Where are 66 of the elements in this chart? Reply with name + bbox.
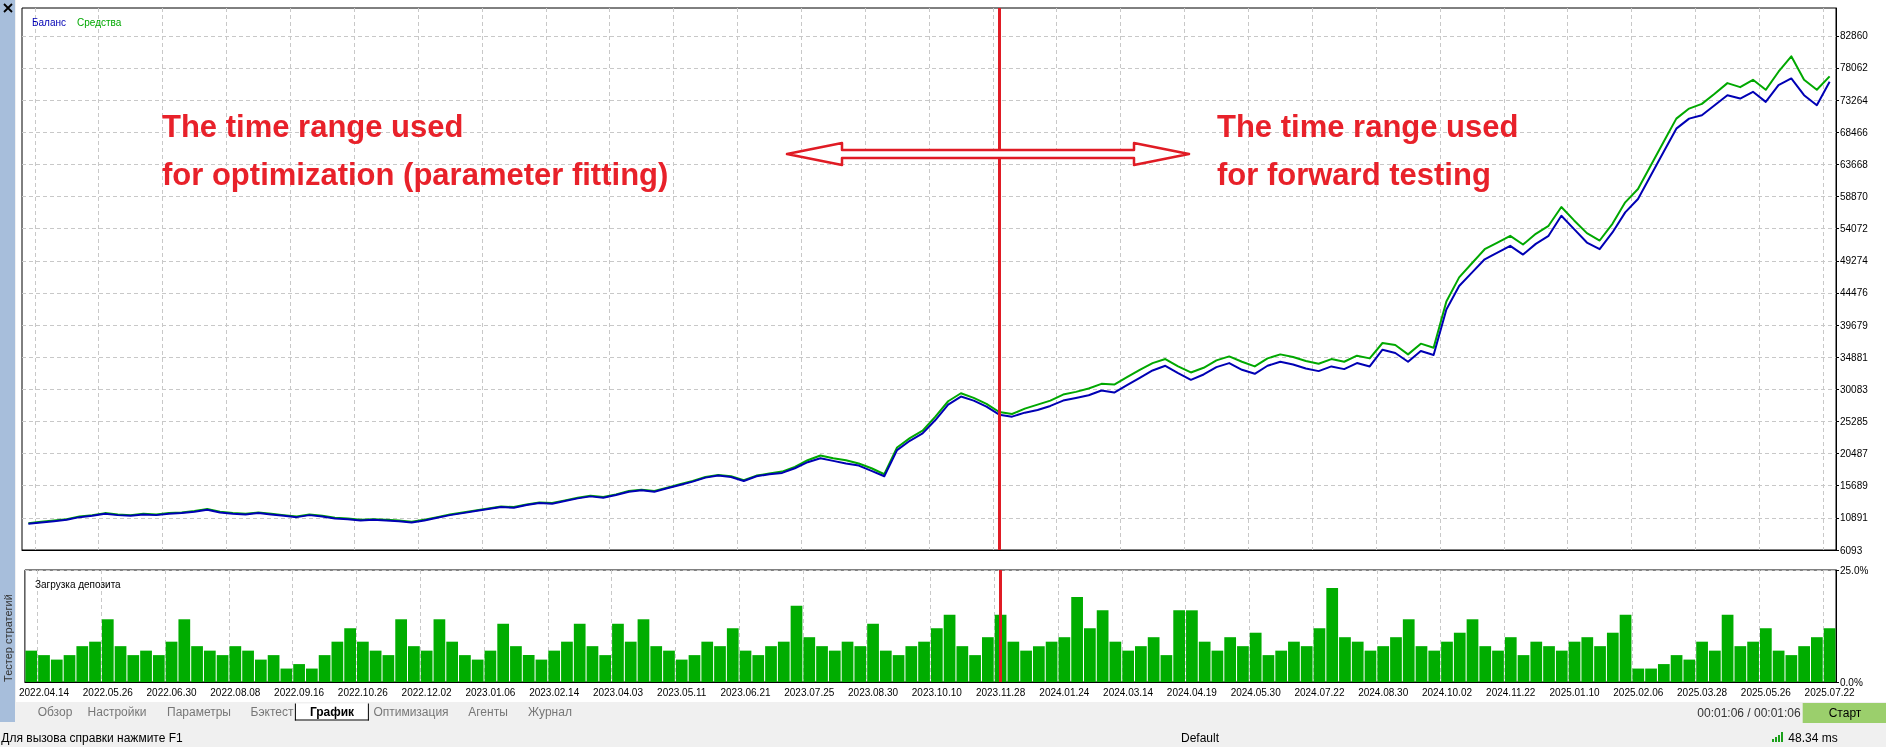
y-tick-label: 73264 — [1840, 94, 1869, 106]
x-tick-label: 2025.01.10 — [1549, 686, 1600, 698]
text: Обзор — [37, 705, 73, 719]
x-tick-label: 2023.05.11 — [657, 686, 707, 698]
text: Баланс — [32, 16, 67, 28]
x-tick-label: 2024.03.14 — [1103, 686, 1154, 698]
x-tick-label: 2023.04.03 — [592, 686, 644, 698]
y-tick-label: 30083 — [1840, 383, 1869, 395]
text: Бэктест — [250, 705, 294, 719]
x-tick-label: 2022.06.30 — [146, 686, 198, 698]
annotation: The time range used for forward testing — [1217, 108, 1519, 192]
y-tick-label: 68466 — [1840, 126, 1869, 138]
y-tick-label: 63668 — [1840, 158, 1869, 170]
x-tick-label: 2023.06.21 — [720, 686, 771, 698]
text: Оптимизация — [373, 705, 449, 719]
x-tick-label: 2023.08.30 — [848, 686, 899, 698]
x-tick-label: 2022.05.26 — [82, 686, 134, 698]
x-tick-label: 2025.02.06 — [1613, 686, 1664, 698]
text: Тестер стратегий — [2, 594, 14, 682]
x-tick-label: 2022.08.08 — [210, 686, 261, 698]
text: 48.34 ms — [1788, 731, 1838, 745]
y-tick-label: 39679 — [1840, 319, 1869, 331]
y-tick-label: 6093 — [1840, 544, 1863, 556]
y-tick-label: 34881 — [1840, 351, 1869, 363]
text: Default — [1180, 731, 1220, 745]
y-tick-label: 78062 — [1840, 62, 1869, 74]
y-tick-label: 58870 — [1840, 191, 1869, 203]
x-tick-label: 2025.07.22 — [1804, 686, 1856, 698]
text: Журнал — [528, 705, 572, 719]
x-tick-label: 2024.08.30 — [1358, 686, 1409, 698]
x-tick-label: 2023.02.14 — [529, 686, 580, 698]
x-tick-label: 2024.01.24 — [1039, 686, 1090, 698]
x-tick-label: 2024.05.30 — [1230, 686, 1282, 698]
x-tick-label: 2022.04.14 — [18, 686, 70, 698]
text: Загрузка депозита — [35, 578, 122, 590]
x-tick-label: 2024.10.02 — [1421, 686, 1473, 698]
text: Старт — [1802, 703, 1886, 723]
x-tick-label: 2025.05.26 — [1740, 686, 1792, 698]
y-tick-label: 49274 — [1840, 255, 1869, 267]
x-tick-label: 2024.04.19 — [1166, 686, 1218, 698]
x-tick-label: 2023.07.25 — [784, 686, 835, 698]
x-tick-label: 2022.10.26 — [337, 686, 389, 698]
y-tick-label: 20487 — [1840, 448, 1869, 460]
text: Агенты — [468, 705, 508, 719]
y-tick-label: 15689 — [1840, 480, 1869, 492]
y-tick-label: 25.0% — [1840, 564, 1869, 576]
text: Параметры — [167, 705, 231, 719]
text: 00:01:06 / 00:01:06 — [1697, 706, 1801, 720]
x-tick-label: 2024.11.22 — [1486, 686, 1536, 698]
y-tick-label: 10891 — [1840, 512, 1869, 524]
x-tick-label: 2023.01.06 — [465, 686, 516, 698]
x-tick-label: 2022.12.02 — [401, 686, 453, 698]
y-tick-label: 82860 — [1840, 30, 1869, 42]
text: Средства — [77, 16, 122, 28]
text: Настройки — [87, 705, 147, 719]
x-tick-label: 2023.10.10 — [911, 686, 963, 698]
y-tick-label: 25285 — [1840, 415, 1869, 427]
x-tick-label: 2024.07.22 — [1294, 686, 1345, 698]
x-tick-label: 2025.03.28 — [1677, 686, 1728, 698]
x-tick-label: 2022.09.16 — [274, 686, 325, 698]
x-tick-label: 2023.11.28 — [975, 686, 1026, 698]
y-tick-label: 0.0% — [1840, 676, 1863, 688]
annotation: The time range used for optimization (parameter fitting) — [162, 108, 669, 192]
y-tick-label: 54072 — [1840, 223, 1869, 235]
y-tick-label: 44476 — [1840, 287, 1869, 299]
text: Для вызова справки нажмите F1 — [1, 731, 183, 745]
